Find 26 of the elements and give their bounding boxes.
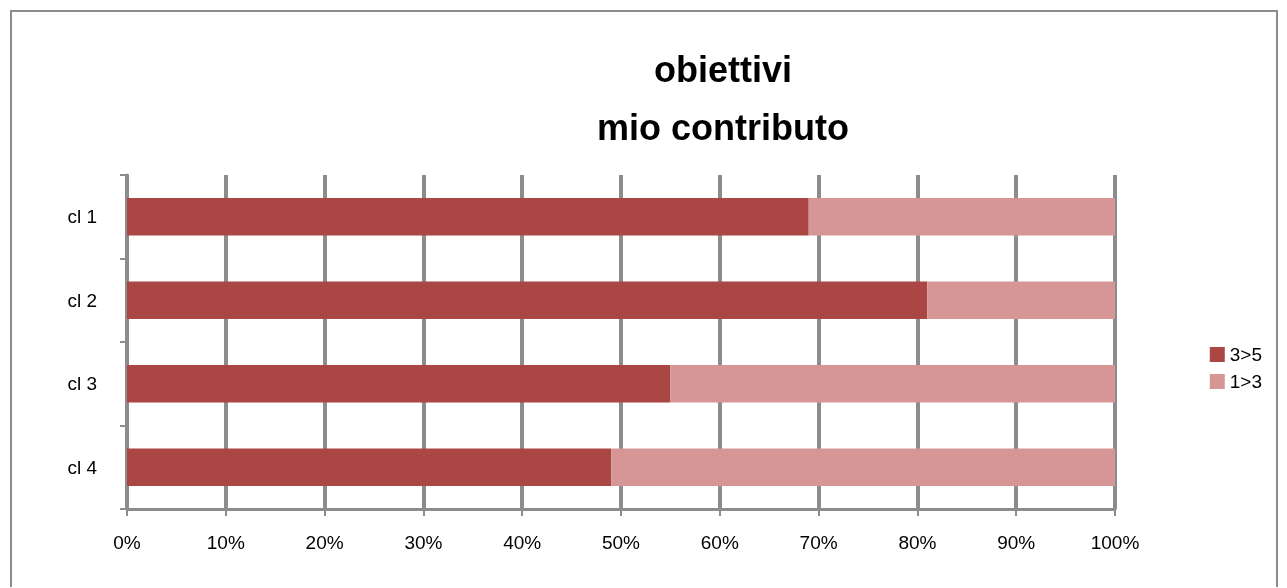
y-tick-label: cl 1 [67,206,97,228]
bar [927,281,1115,320]
bar [611,448,1115,487]
y-tick-label: cl 3 [67,373,97,395]
x-tick-label: 50% [601,532,641,553]
x-tick-label: 90% [997,532,1036,553]
x-tick-label: 30% [404,532,443,553]
legend-label: 1>3 [1229,371,1262,392]
bar [127,448,612,487]
x-tick-label: 70% [799,532,838,553]
bar [670,364,1115,403]
y-tick-label: cl 2 [67,289,97,311]
x-tick-label: 80% [898,532,937,553]
x-tick-label: 10% [206,532,245,553]
bar [127,197,809,236]
bar [127,364,671,403]
x-tick-label: 20% [305,532,344,553]
bar [127,281,928,320]
y-tick-label: cl 4 [67,456,98,478]
x-tick-label: 0% [113,532,141,553]
x-tick-label: 60% [700,532,739,553]
x-tick-label: 40% [503,532,542,553]
bar [808,197,1115,236]
chart-title: obiettivi mio contributo [597,48,849,148]
x-tick-label: 100% [1090,532,1140,553]
legend-label: 3>5 [1229,344,1262,365]
